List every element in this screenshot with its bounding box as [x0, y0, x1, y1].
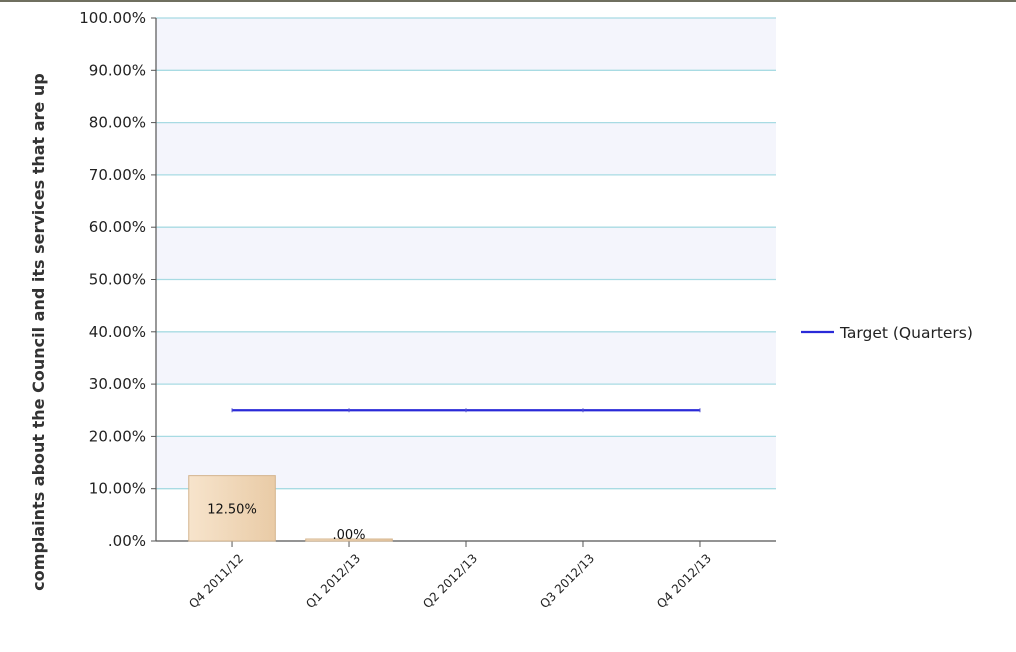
- line-series: [231, 408, 701, 413]
- y-tick-label: 30.00%: [89, 375, 146, 393]
- plot-band: [156, 70, 776, 123]
- x-tick-label: Q3 2012/13: [537, 551, 597, 611]
- y-tick-label: 70.00%: [89, 166, 146, 184]
- plot-background: [156, 18, 776, 541]
- bar-series: 12.50% .00%: [188, 475, 393, 543]
- y-tick-label: 50.00%: [89, 271, 146, 289]
- bar: [188, 475, 276, 542]
- y-tick-label: 40.00%: [89, 323, 146, 341]
- x-tick-label: Q2 2012/13: [420, 551, 480, 611]
- y-tick-label: 60.00%: [89, 218, 146, 236]
- bar-data-label: .00%: [333, 528, 366, 543]
- plot-band: [156, 18, 776, 71]
- x-tick-label: Q4 2011/12: [186, 551, 246, 611]
- plot-band: [156, 174, 776, 228]
- y-tick-label: 90.00%: [89, 61, 146, 79]
- y-axis-tick-labels: 100.00% 90.00% 80.00% 70.00% 60.00% 50.00% 40.…: [79, 9, 146, 550]
- plot-band: [156, 122, 776, 175]
- y-tick-label: 20.00%: [89, 427, 146, 445]
- bar: [305, 538, 393, 542]
- legend: Target (Quarters): [801, 324, 973, 342]
- x-tick-label: Q1 2012/13: [303, 551, 363, 611]
- y-tick-label: .00%: [108, 532, 146, 550]
- plot-band: [156, 279, 776, 332]
- x-axis-tick-labels: Q4 2011/12 Q1 2012/13 Q2 2012/13 Q3 2012/13…: [186, 551, 714, 611]
- y-axis-label: complaints about the Council and its ser…: [29, 73, 48, 590]
- legend-label: Target (Quarters): [839, 324, 973, 342]
- plot-band: [156, 227, 776, 280]
- plot-band: [156, 331, 776, 385]
- x-tick-label: Q4 2012/13: [654, 551, 714, 611]
- y-tick-label: 80.00%: [89, 114, 146, 132]
- y-tick-label: 10.00%: [89, 480, 146, 498]
- y-tick-label: 100.00%: [79, 9, 146, 27]
- bar-data-label: 12.50%: [207, 502, 257, 517]
